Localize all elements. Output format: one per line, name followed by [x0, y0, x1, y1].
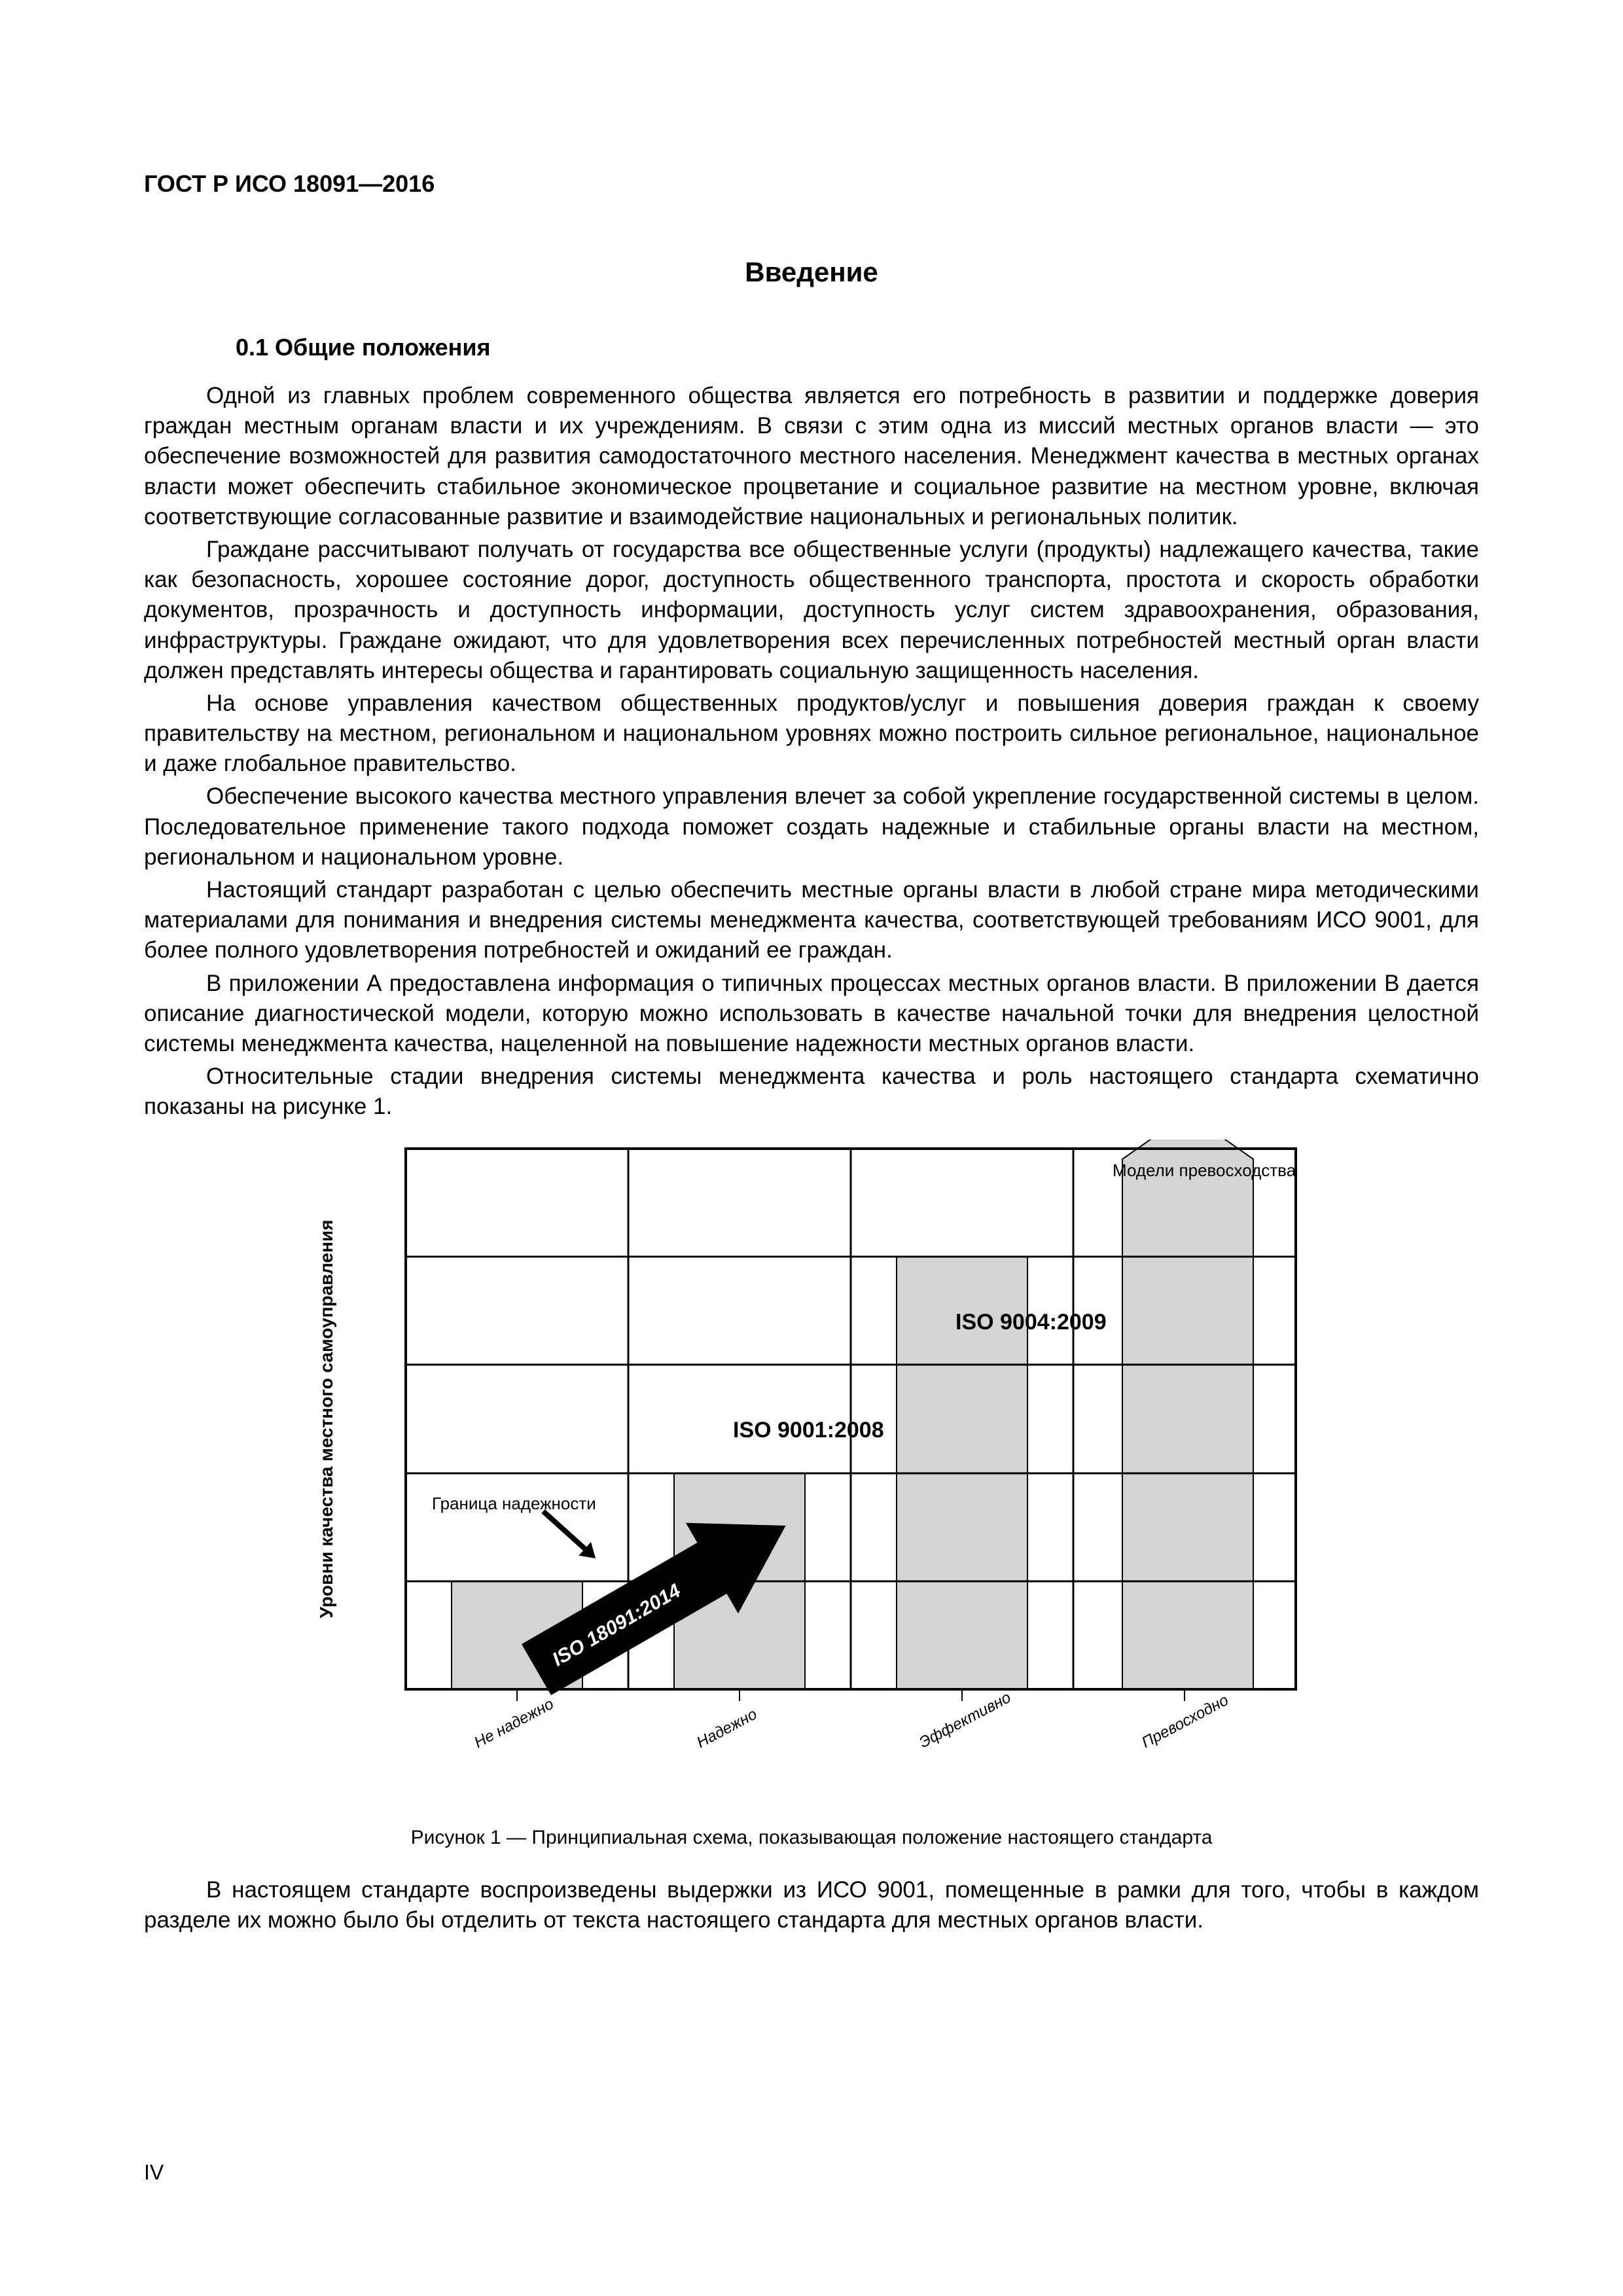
svg-text:Не надежно: Не надежно: [471, 1695, 556, 1751]
svg-text:Модели превосходства: Модели превосходства: [1113, 1160, 1296, 1180]
document-id: ГОСТ Р ИСО 18091—2016: [144, 170, 1479, 198]
page-number: IV: [144, 2161, 164, 2185]
body-paragraph: Относительные стадии внедрения системы м…: [144, 1062, 1479, 1122]
document-page: ГОСТ Р ИСО 18091—2016 Введение 0.1 Общие…: [0, 0, 1623, 2296]
svg-text:ISO 9004:2009: ISO 9004:2009: [955, 1310, 1107, 1335]
svg-text:Эффективно: Эффективно: [916, 1688, 1014, 1751]
figure-1-caption: Рисунок 1 — Принципиальная схема, показы…: [411, 1827, 1213, 1849]
figure-1: ISO 9004:2009 ISO 9001:2008 Граница надежн…: [144, 1139, 1479, 1849]
body-paragraph: На основе управления качеством обществен…: [144, 689, 1479, 780]
svg-text:Уровни качества местного самоу: Уровни качества местного самоуправления: [316, 1219, 336, 1618]
body-paragraph: Обеспечение высокого качества местного у…: [144, 781, 1479, 872]
body-paragraph: Граждане рассчитывают получать от госуда…: [144, 535, 1479, 686]
closing-paragraph: В настоящем стандарте воспроизведены выд…: [144, 1875, 1479, 1935]
svg-text:Надежно: Надежно: [694, 1705, 760, 1751]
body-paragraph: Настоящий стандарт разработан с целью об…: [144, 875, 1479, 966]
page-title: Введение: [144, 257, 1479, 288]
section-heading: 0.1 Общие положения: [236, 334, 1479, 361]
svg-text:Граница надежности: Граница надежности: [432, 1494, 596, 1513]
body-paragraph: В приложении А предоставлена информация …: [144, 969, 1479, 1060]
body-paragraph: Одной из главных проблем современного об…: [144, 381, 1479, 532]
svg-text:ISO 9001:2008: ISO 9001:2008: [733, 1418, 884, 1443]
figure-1-chart: ISO 9004:2009 ISO 9001:2008 Граница надежн…: [301, 1139, 1322, 1807]
